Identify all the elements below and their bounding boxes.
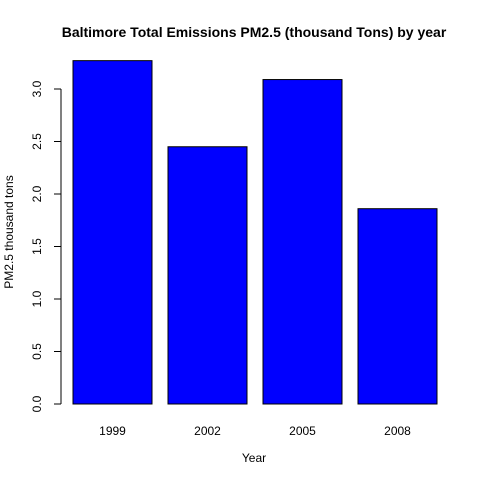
y-axis-label: PM2.5 thousand tons [2, 175, 16, 288]
y-tick-label: 2.5 [30, 133, 44, 150]
bar-2008 [357, 208, 438, 405]
x-tick-label: 2008 [384, 424, 411, 438]
y-tick-label: 3.0 [30, 80, 44, 97]
y-tick-label: 1.0 [30, 290, 44, 307]
x-tick-label: 1999 [99, 424, 126, 438]
y-tick-label: 1.5 [30, 238, 44, 255]
x-axis-label: Year [242, 451, 266, 465]
y-tick-label: 0.0 [30, 395, 44, 412]
bars-group [72, 60, 438, 405]
y-tick-label: 2.0 [30, 185, 44, 202]
y-tick-label: 0.5 [30, 343, 44, 360]
x-tick-labels: 1999 2002 2005 2008 [99, 424, 411, 438]
chart-title: Baltimore Total Emissions PM2.5 (thousan… [62, 24, 447, 40]
bar-2005 [262, 79, 343, 405]
x-tick-label: 2002 [194, 424, 221, 438]
bar-2002 [167, 146, 248, 405]
x-tick-label: 2005 [289, 424, 316, 438]
bar-1999 [72, 60, 153, 405]
y-axis: 0.0 0.5 1.0 1.5 2.0 2.5 3.0 [30, 80, 62, 412]
